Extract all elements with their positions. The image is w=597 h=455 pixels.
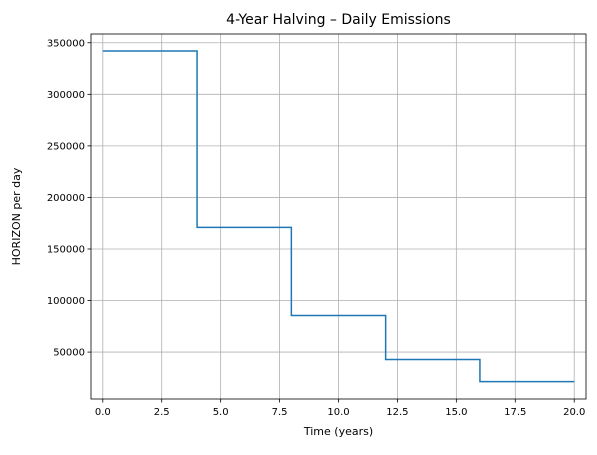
x-tick-label: 12.5 [386,407,408,418]
y-tick-label: 250000 [47,141,85,152]
y-axis-label: HORIZON per day [10,167,23,265]
series-line [102,50,575,383]
x-axis-ticks: 0.0 2.5 5.0 7.5 10.0 12.5 15.0 17.5 20.0 [95,399,585,418]
x-tick-label: 15.0 [445,407,467,418]
x-tick-label: 2.5 [154,407,170,418]
y-tick-label: 150000 [47,245,85,256]
x-tick-label: 17.5 [504,407,526,418]
x-tick-label: 10.0 [327,407,349,418]
y-tick-label: 100000 [47,296,85,307]
y-tick-label: 350000 [47,38,85,49]
x-tick-label: 20.0 [563,407,585,418]
chart-title: 4-Year Halving – Daily Emissions [226,12,451,28]
x-axis-label: Time (years) [303,425,373,438]
y-tick-label: 50000 [53,348,85,359]
x-tick-label: 5.0 [213,407,229,418]
y-tick-label: 300000 [47,90,85,101]
y-axis-ticks: 50000 100000 150000 200000 250000 300000 35000… [47,38,91,359]
y-tick-label: 200000 [47,193,85,204]
x-tick-label: 7.5 [272,407,288,418]
grid [91,34,586,399]
series-group [102,50,575,383]
x-tick-label: 0.0 [95,407,111,418]
